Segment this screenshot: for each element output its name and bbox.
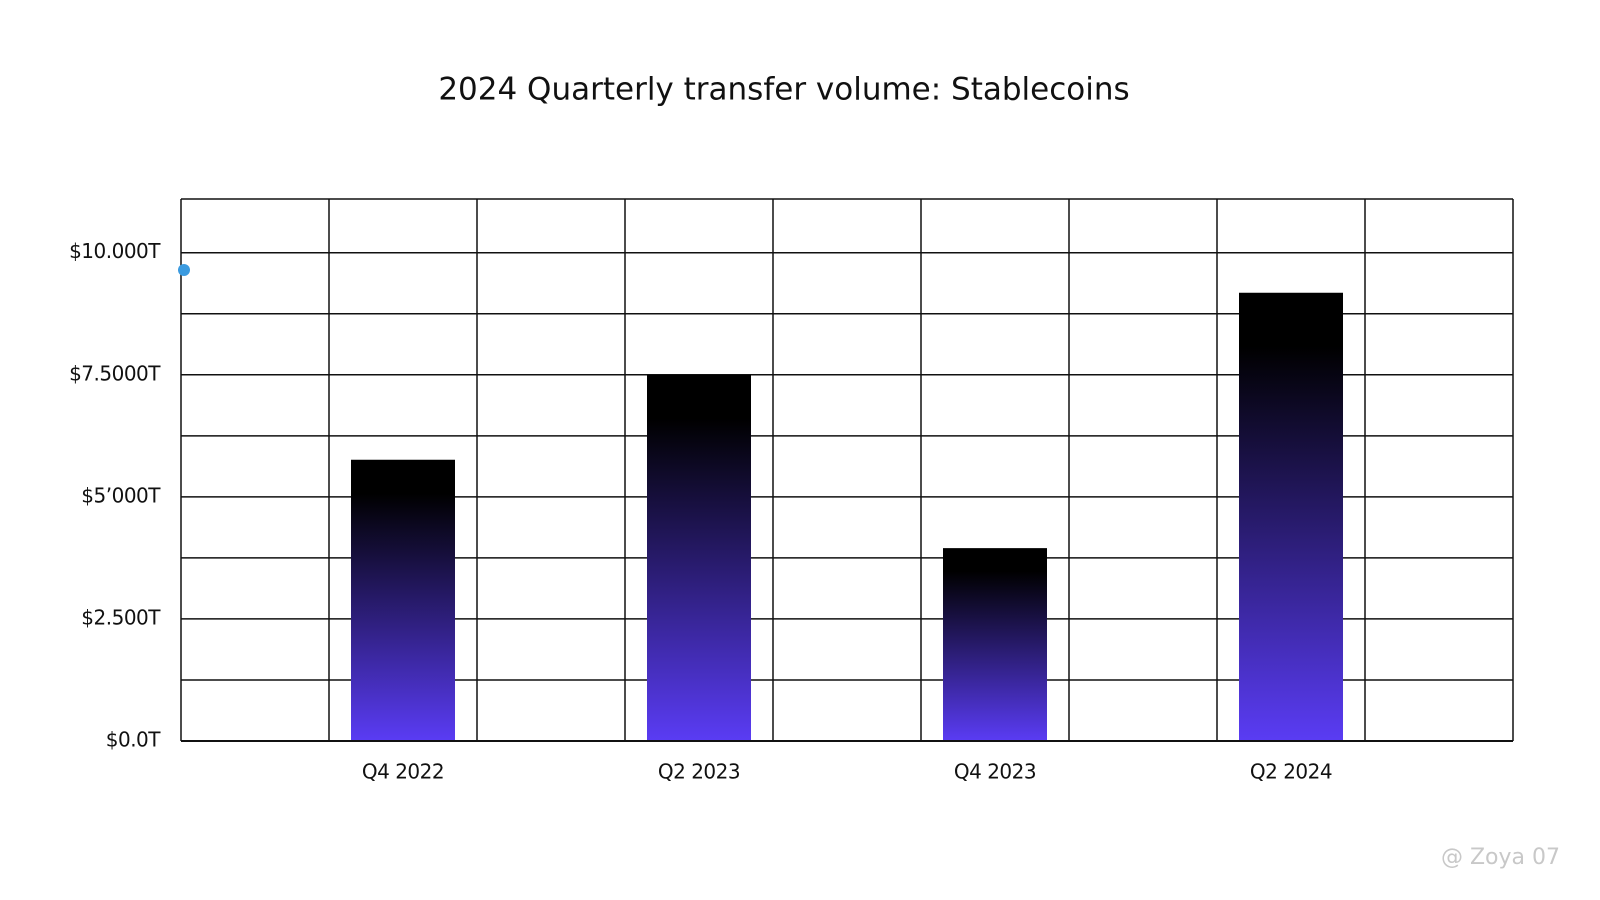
y-tick-label: $5’000T [81,483,161,507]
y-tick-label: $10.000T [69,239,161,263]
bar [351,459,455,741]
x-tick-label: Q4 2022 [362,760,444,784]
y-tick-label: $7.5000T [69,361,161,385]
bar [647,374,751,741]
x-tick-label: Q4 2023 [954,760,1036,784]
bar [1239,292,1343,741]
marker-dot [178,264,190,276]
watermark: @ Zoya 07 [1441,845,1560,870]
x-tick-label: Q2 2023 [658,760,740,784]
chart-title: 2024 Quarterly transfer volume: Stableco… [438,72,1129,108]
y-tick-label: $2.500T [81,605,161,629]
x-tick-label: Q2 2024 [1250,760,1332,784]
bar [943,548,1047,741]
y-tick-label: $0.0T [106,728,162,752]
